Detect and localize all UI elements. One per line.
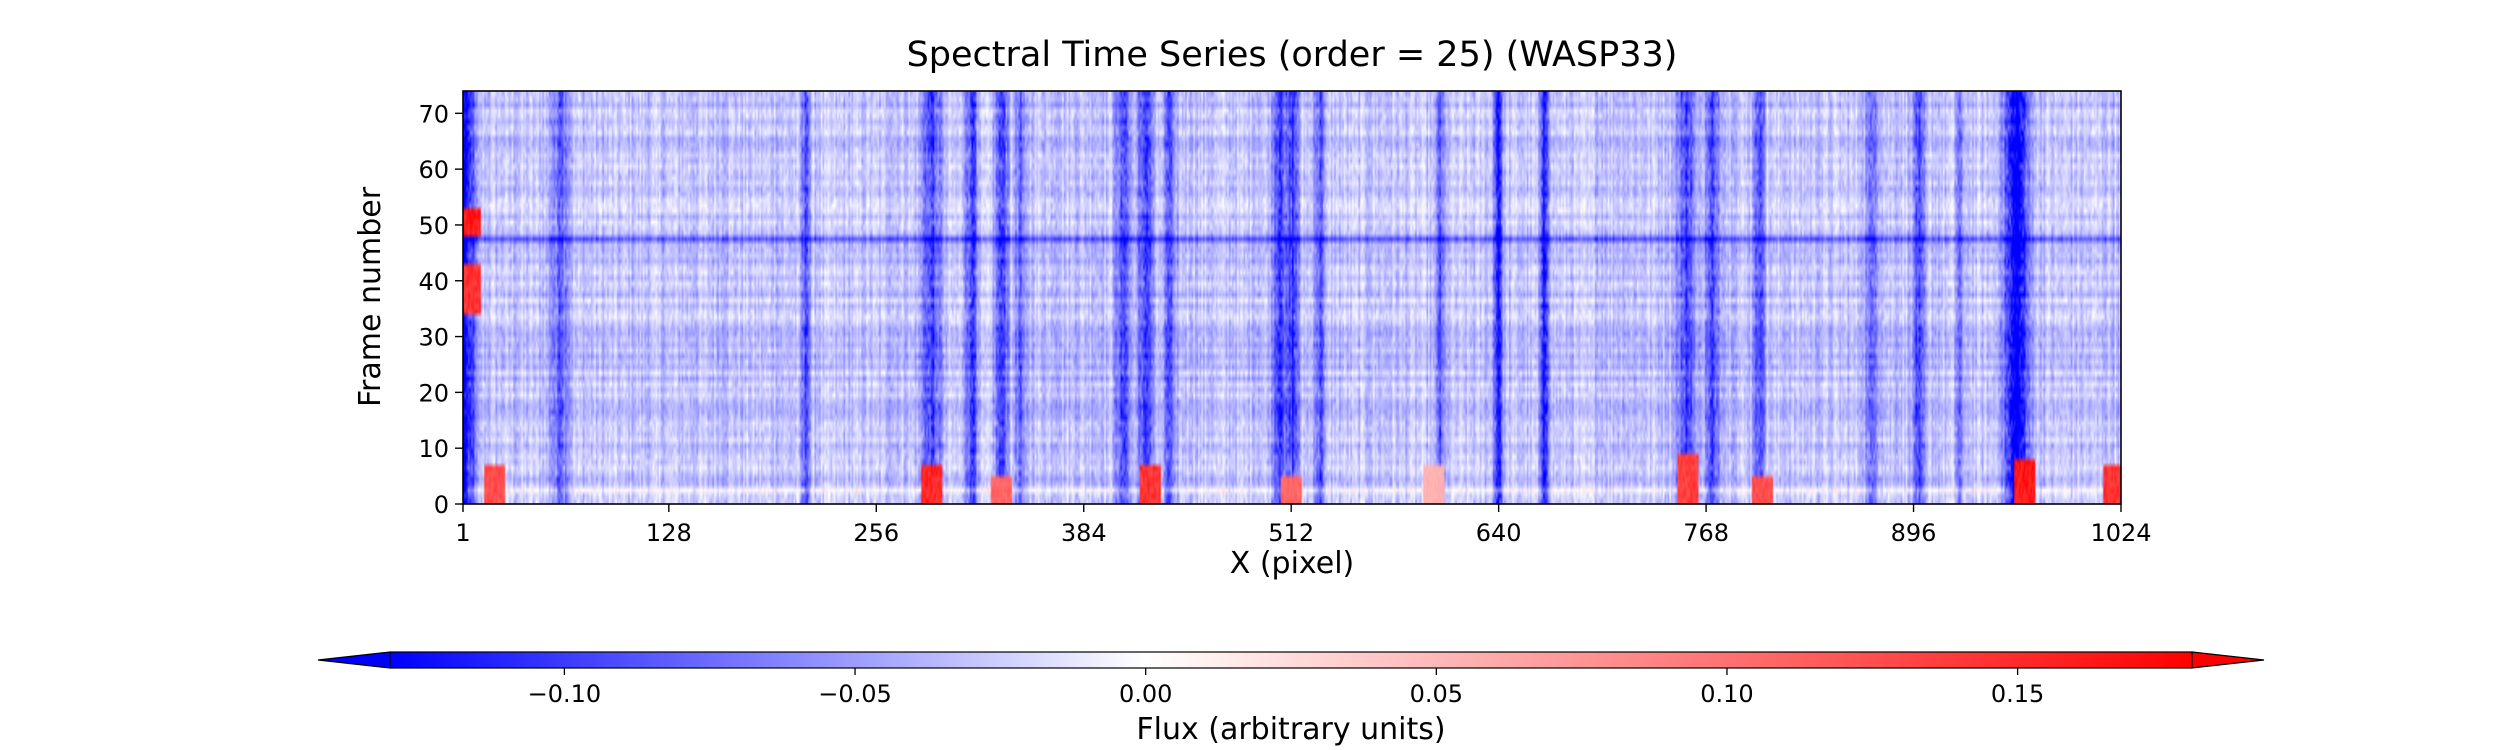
colorbar-tick-label: 0.05 (1410, 680, 1463, 708)
colorbar-ticks: −0.10 −0.05 0.00 0.05 0.10 0.15 (528, 668, 2044, 708)
heatmap (463, 91, 2121, 504)
x-tick-label: 384 (1061, 519, 1107, 547)
y-tick-label: 0 (434, 491, 449, 519)
colorbar-tick-label: −0.10 (528, 680, 602, 708)
chart-title: Spectral Time Series (order = 25) (WASP3… (907, 35, 1678, 75)
x-axis-ticks: 1 128 256 384 512 640 768 896 1024 (455, 504, 2152, 547)
y-axis-label: Frame number (353, 186, 388, 407)
x-axis-label: X (pixel) (1230, 546, 1355, 581)
y-tick-label: 70 (418, 100, 449, 128)
colorbar-tick-label: −0.05 (818, 680, 892, 708)
x-tick-label: 896 (1891, 519, 1937, 547)
x-tick-label: 1024 (2090, 519, 2151, 547)
x-tick-label: 512 (1268, 519, 1314, 547)
y-tick-label: 50 (418, 212, 449, 240)
colorbar-label: Flux (arbitrary units) (1136, 712, 1445, 747)
y-tick-label: 40 (418, 268, 449, 296)
y-tick-label: 60 (418, 156, 449, 184)
y-tick-label: 30 (418, 324, 449, 352)
y-axis-ticks: 0 10 20 30 40 50 60 70 (418, 100, 463, 519)
x-tick-label: 256 (853, 519, 899, 547)
colorbar-extend-min (317, 651, 391, 669)
colorbar-tick-label: 0.00 (1119, 680, 1172, 708)
x-tick-label: 1 (455, 519, 470, 547)
x-tick-label: 128 (646, 519, 692, 547)
colorbar-gradient (389, 651, 2193, 669)
x-tick-label: 640 (1476, 519, 1522, 547)
y-tick-label: 20 (418, 379, 449, 407)
colorbar-tick-label: 0.15 (1991, 680, 2044, 708)
colorbar-extend-max (2191, 651, 2265, 669)
heatmap-image (463, 91, 2121, 504)
colorbar: −0.10 −0.05 0.00 0.05 0.10 0.15 Flux (arbitra… (317, 651, 2265, 747)
x-tick-label: 768 (1683, 519, 1729, 547)
y-tick-label: 10 (418, 435, 449, 463)
plot-frame (462, 90, 2122, 505)
colorbar-tick-label: 0.10 (1700, 680, 1753, 708)
